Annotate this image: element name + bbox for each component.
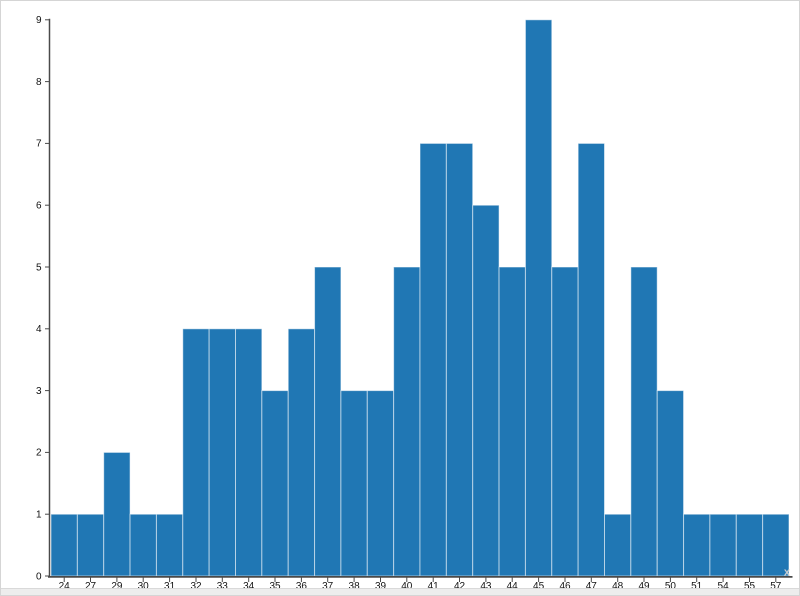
x-tick-label-35: 35 [269,581,281,591]
bar-47[interactable] [577,142,606,577]
x-tick-label-33: 33 [217,581,229,591]
x-tick-label-57: 57 [770,581,782,591]
bar-37[interactable] [314,266,342,577]
y-tick-label-0: 0 [36,571,42,582]
y-tick-label-8: 8 [36,77,42,88]
bar-38[interactable] [340,390,368,577]
x-tick-label-47: 47 [586,581,598,591]
y-tick-label-4: 4 [36,324,42,335]
bar-39[interactable] [366,390,395,577]
bar-55[interactable] [735,513,764,577]
bar-40[interactable] [393,266,421,577]
x-tick-label-37: 37 [322,581,334,591]
bar-42[interactable] [445,142,474,577]
bar-29[interactable] [103,451,131,577]
x-tick-label-39: 39 [375,581,387,591]
x-tick-label-42: 42 [454,581,466,591]
bottom-strip [1,588,799,595]
x-tick-label-38: 38 [349,581,361,591]
x-tick-label-50: 50 [665,581,677,591]
x-tick-label-44: 44 [507,581,519,591]
bar-45[interactable] [524,19,553,577]
bar-51[interactable] [683,513,711,577]
y-tick-label-5: 5 [36,262,42,273]
y-tick-label-6: 6 [36,201,42,212]
bar-30[interactable] [129,513,157,577]
bar-43[interactable] [472,204,500,577]
bar-41[interactable] [419,142,447,577]
x-tick-label-30: 30 [138,581,150,591]
bar-31[interactable] [155,513,184,577]
x-tick-label-31: 31 [164,581,176,591]
x-tick-label-54: 54 [718,581,730,591]
y-tick-label-1: 1 [36,510,42,521]
x-tick-label-34: 34 [243,581,255,591]
y-tick-label-2: 2 [36,448,42,459]
bar-27[interactable] [76,513,105,577]
x-tick-label-43: 43 [480,581,492,591]
bar-24[interactable] [50,513,78,577]
bar-54[interactable] [709,513,737,577]
x-tick-label-46: 46 [559,581,571,591]
bar-33[interactable] [208,328,236,577]
x-tick-label-51: 51 [691,581,703,591]
x-tick-label-24: 24 [59,581,71,591]
bar-34[interactable] [235,328,263,577]
bar-36[interactable] [287,328,316,577]
bar-50[interactable] [656,390,685,577]
x-tick-label-36: 36 [296,581,308,591]
bar-57[interactable] [762,513,790,577]
x-tick-label-29: 29 [111,581,123,591]
bar-44[interactable] [498,266,526,577]
x-tick-label-27: 27 [85,581,97,591]
x-tick-label-32: 32 [190,581,202,591]
x-tick-label-41: 41 [428,581,440,591]
x-tick-label-40: 40 [401,581,413,591]
bar-32[interactable] [182,328,210,577]
x-tick-label-45: 45 [533,581,545,591]
x-tick-label-48: 48 [612,581,624,591]
x-tick-label-49: 49 [638,581,650,591]
bar-35[interactable] [261,390,289,577]
y-tick-label-3: 3 [36,386,42,397]
y-tick-label-7: 7 [36,139,42,150]
x-tick-label-55: 55 [744,581,756,591]
bar-48[interactable] [604,513,632,577]
y-tick-label-9: 9 [36,15,42,26]
bar-46[interactable] [551,266,579,577]
x-axis-title: x [784,567,791,579]
bar-49[interactable] [630,266,658,577]
